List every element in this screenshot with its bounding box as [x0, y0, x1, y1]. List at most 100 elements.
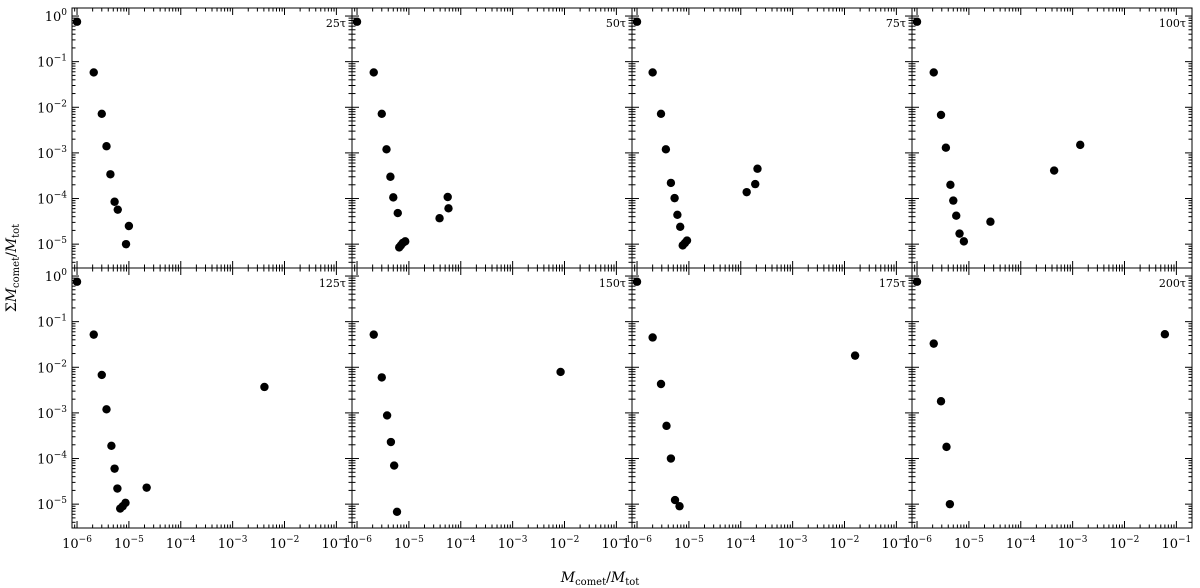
- y-axis-title: ΣMcomet/Mtot: [4, 224, 22, 312]
- x-tick-label: 10−2: [270, 535, 300, 552]
- x-tick-label: 10−6: [62, 535, 92, 552]
- data-point: [443, 192, 452, 202]
- panel-time-label: 150τ: [599, 277, 626, 290]
- data-point: [656, 379, 666, 389]
- data-point: [89, 330, 98, 339]
- data-point: [959, 237, 969, 246]
- panel-frame: [71, 7, 353, 269]
- data-point: [936, 110, 946, 120]
- x-tick-label: 10−6: [342, 535, 372, 552]
- data-point: [632, 277, 642, 286]
- data-point: [392, 507, 402, 516]
- x-tick-label: 10−2: [830, 535, 860, 552]
- data-point: [121, 498, 130, 508]
- panel-2: 50τ: [351, 7, 633, 269]
- x-tick-label: 10−3: [778, 535, 808, 552]
- y-tick-label: 10−1: [37, 54, 67, 71]
- data-point: [369, 330, 378, 339]
- data-point: [945, 499, 955, 509]
- data-point: [142, 483, 151, 492]
- panel-frame: [631, 7, 913, 269]
- data-point: [260, 382, 269, 392]
- data-point: [97, 370, 106, 380]
- x-tick-label: 10−4: [446, 535, 476, 552]
- panel-time-label: 75τ: [886, 17, 906, 30]
- panel-5: 10−6 10−5 10−4 10−3 10−2 10−1 100 10−1 10−2 10−3 1…: [37, 267, 353, 552]
- panel-time-label: 50τ: [606, 17, 626, 30]
- panel-frame: [911, 7, 1193, 269]
- panel-time-label: 200τ: [1159, 277, 1186, 290]
- data-point: [648, 68, 657, 77]
- data-point: [666, 178, 676, 188]
- data-point: [386, 172, 395, 181]
- data-point: [124, 221, 134, 231]
- x-tick-label: 10−4: [166, 535, 196, 552]
- data-point: [936, 397, 946, 406]
- data-point: [986, 217, 995, 226]
- data-point: [106, 170, 115, 179]
- data-point: [666, 454, 676, 463]
- data-point: [929, 68, 938, 77]
- x-tick-label: 10−3: [498, 535, 528, 552]
- data-point: [89, 68, 98, 77]
- x-tick-label: 10−4: [1006, 535, 1036, 552]
- panel-7: 10−6 10−5 10−4 10−3 10−2 10−1 175τ: [622, 267, 913, 552]
- data-point: [955, 229, 964, 238]
- data-point: [850, 351, 860, 360]
- panel-3: 75τ: [631, 7, 913, 269]
- data-point: [946, 180, 955, 189]
- data-point: [377, 109, 386, 118]
- data-point: [941, 143, 951, 152]
- x-tick-label: 10−2: [1110, 535, 1140, 552]
- x-tick-label: 10−1: [881, 535, 911, 552]
- data-point: [110, 197, 119, 206]
- panel-time-label: 125τ: [319, 277, 346, 290]
- data-point: [670, 193, 679, 203]
- data-point: [393, 208, 402, 218]
- data-point: [110, 464, 119, 473]
- data-point: [1076, 140, 1085, 150]
- data-point: [656, 109, 666, 118]
- x-tick-label: 10−3: [1058, 535, 1088, 552]
- data-point: [670, 495, 680, 505]
- x-tick-label: 10−1: [321, 535, 351, 552]
- data-point: [386, 437, 396, 447]
- x-tick-label: 10−1: [601, 535, 631, 552]
- y-tick-label: 10−1: [37, 314, 67, 331]
- data-point: [742, 187, 751, 197]
- data-point: [949, 196, 958, 205]
- data-point: [401, 237, 410, 246]
- x-tick-label: 10−2: [550, 535, 580, 552]
- data-point: [102, 405, 111, 414]
- x-tick-label: 10−1: [1161, 535, 1191, 552]
- y-tick-label: 10−3: [37, 145, 67, 162]
- data-point: [952, 211, 961, 220]
- data-point: [444, 204, 453, 213]
- data-point: [942, 442, 951, 452]
- x-tick-label: 10−5: [114, 535, 144, 552]
- data-point: [97, 109, 106, 118]
- data-point: [675, 502, 684, 511]
- data-point: [912, 17, 922, 26]
- panel-frame: [351, 7, 633, 269]
- y-tick-label: 10−3: [37, 405, 67, 422]
- panel-time-label: 175τ: [879, 277, 906, 290]
- data-point: [121, 239, 131, 249]
- data-point: [751, 179, 760, 189]
- data-point: [1160, 330, 1170, 339]
- data-point: [1049, 166, 1059, 175]
- data-point: [676, 222, 685, 231]
- x-tick-label: 10−6: [622, 535, 652, 552]
- panel-6: 10−6 10−5 10−4 10−3 10−2 10−1 150τ: [342, 267, 633, 552]
- panel-time-label: 100τ: [1159, 17, 1186, 30]
- data-point: [673, 210, 682, 219]
- data-point: [435, 214, 444, 223]
- y-tick-label: 10−5: [37, 236, 67, 253]
- y-tick-label: 100: [45, 8, 68, 25]
- x-tick-label: 10−5: [674, 535, 704, 552]
- x-tick-label: 10−4: [726, 535, 756, 552]
- x-tick-label: 10−6: [902, 535, 932, 552]
- data-point: [72, 277, 82, 286]
- data-point: [389, 461, 399, 470]
